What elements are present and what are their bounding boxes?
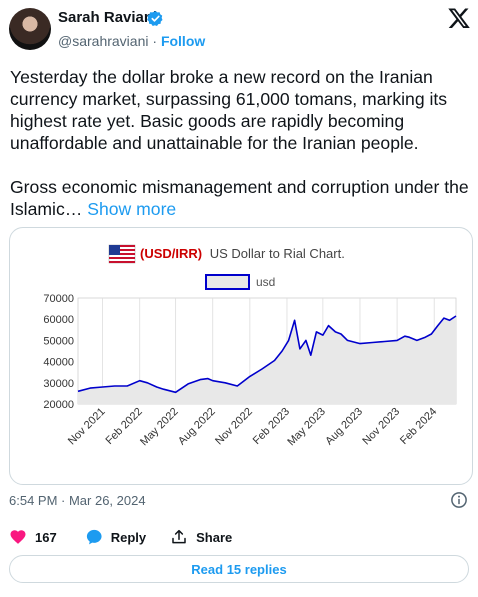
reply-bubble-icon (86, 529, 102, 545)
svg-text:(USD/IRR) US Dollar to R: (USD/IRR) US Dollar to Rial Chart. (140, 246, 345, 261)
tweet-paragraph: Yesterday the dollar broke a new record … (10, 67, 448, 153)
follow-button[interactable]: Follow (160, 33, 206, 49)
tweet-text: Yesterday the dollar broke a new record … (10, 66, 472, 220)
usd-irr-chart: (USD/IRR) US Dollar to Rial Chart. usd 2… (43, 244, 457, 449)
y-tick-label: 60000 (43, 314, 74, 326)
verified-badge-icon (147, 11, 163, 27)
like-count: 167 (35, 529, 57, 545)
share-label: Share (196, 529, 233, 545)
y-tick-label: 70000 (43, 293, 74, 305)
x-logo-icon[interactable] (447, 6, 471, 30)
author-handle[interactable]: @sarahraviani (58, 33, 149, 49)
chart-title-text: US Dollar to Rial Chart. (210, 246, 345, 261)
tweet-paragraph: Gross economic mismanagement and corrupt… (10, 176, 472, 220)
y-tick-label: 40000 (43, 357, 74, 369)
author-name[interactable]: Sarah Raviani (58, 9, 158, 26)
chart-title-code: (USD/IRR) (140, 246, 202, 261)
read-replies-button[interactable]: Read 15 replies (9, 555, 469, 583)
author-avatar[interactable] (9, 8, 51, 50)
show-more-link[interactable]: Show more (87, 199, 177, 219)
share-arrow-icon (172, 529, 186, 544)
share-button[interactable]: Share (170, 528, 232, 546)
chart-image[interactable]: (USD/IRR) US Dollar to Rial Chart. usd 2… (9, 227, 473, 485)
y-tick-label: 20000 (43, 399, 74, 411)
x-tick-label: May 2022 (138, 406, 181, 449)
us-flag-icon (108, 244, 136, 264)
author-handle-row: @sarahraviani · Follow (58, 33, 205, 49)
y-tick-label: 50000 (43, 335, 74, 347)
tweet-actions: 167 Reply Share (9, 526, 232, 548)
series-area-usd (78, 316, 456, 404)
series-line-usd (77, 315, 457, 394)
tweet-timestamp[interactable]: 6:54 PM · Mar 26, 2024 (9, 493, 146, 508)
like-button[interactable]: 167 (9, 528, 57, 546)
legend-swatch (205, 274, 250, 290)
reply-button[interactable]: Reply (85, 528, 146, 546)
separator-dot: · (152, 33, 158, 49)
x-tick-label: Aug 2022 (176, 406, 218, 448)
x-tick-label: Nov 2023 (360, 406, 402, 448)
legend-label: usd (256, 275, 275, 289)
x-tick-label: Feb 2024 (398, 406, 439, 447)
reply-label: Reply (110, 529, 147, 545)
x-tick-label: May 2023 (285, 406, 328, 449)
tweet-paragraph-text: Gross economic mismanagement and corrupt… (10, 177, 469, 219)
x-tick-label: Nov 2022 (213, 406, 255, 448)
heart-icon (10, 530, 26, 544)
info-icon[interactable] (450, 491, 468, 509)
x-tick-label: Nov 2021 (66, 406, 108, 448)
x-tick-label: Aug 2023 (323, 406, 365, 448)
y-tick-label: 30000 (43, 378, 74, 390)
